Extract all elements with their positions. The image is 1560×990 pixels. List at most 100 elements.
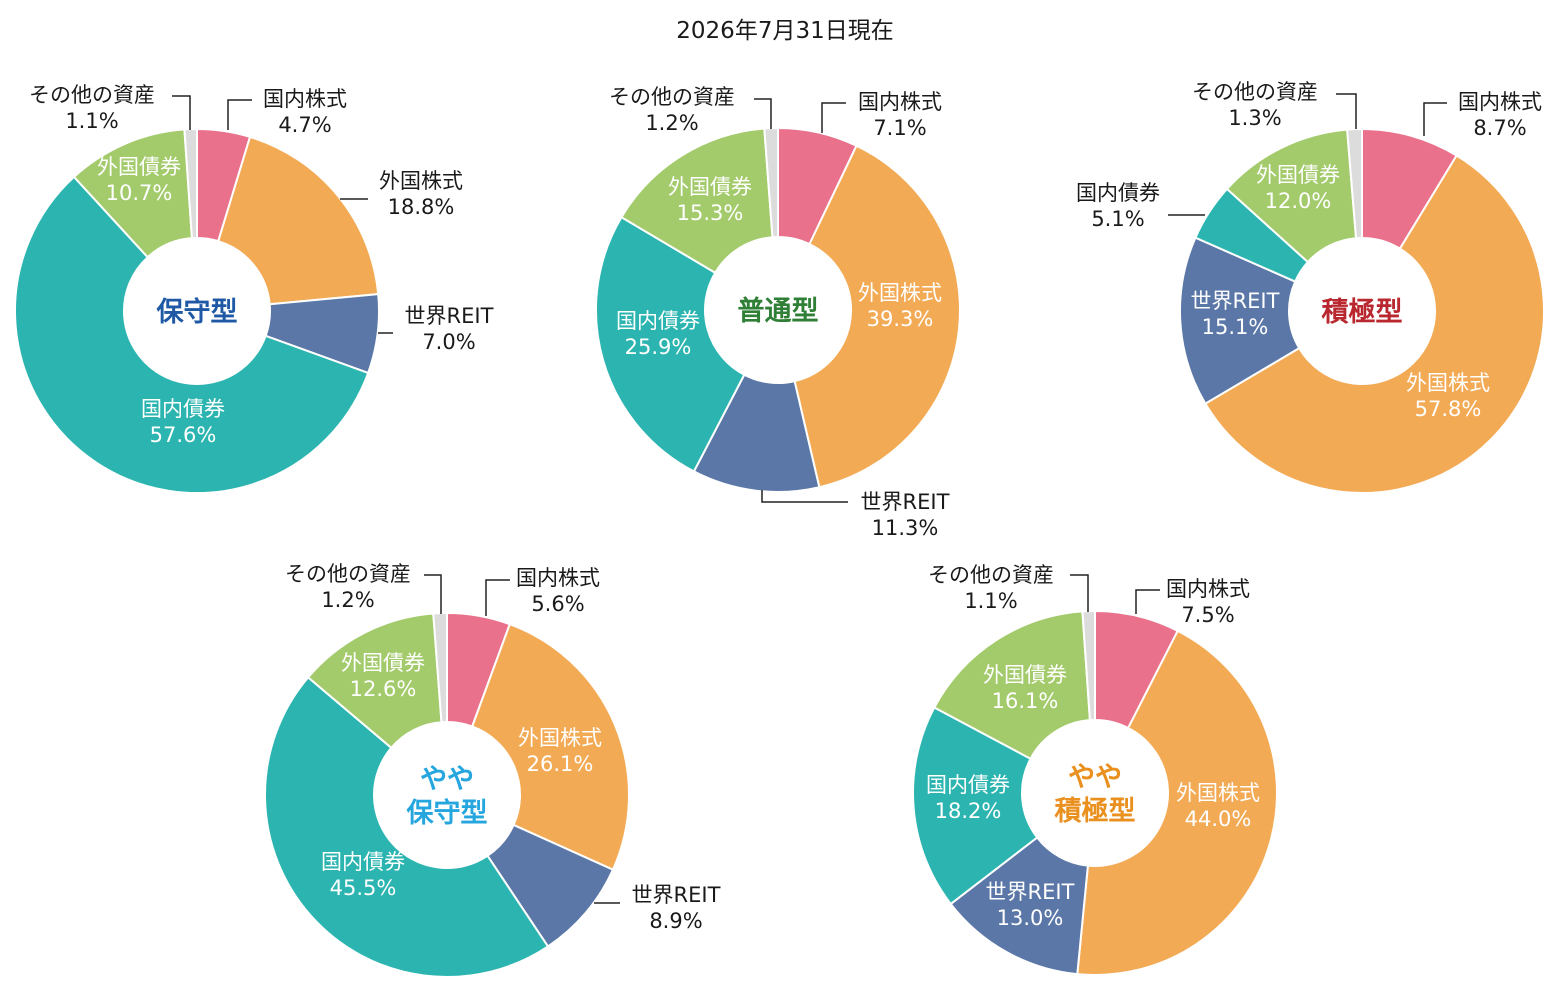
slice-other-assets [1081,609,1096,722]
slice-label: 世界REIT [861,490,950,514]
slice-foreign-stock [1076,629,1278,976]
slice-value: 57.8% [1415,397,1482,421]
charts-group: 国内株式4.7%外国株式18.8%世界REIT7.0%国内債券57.6%外国債券… [14,80,1545,978]
slice-label: 外国株式 [1406,371,1490,395]
leader-line [1336,93,1357,129]
slice-global-reit [1179,236,1301,406]
slice-domestic-bond [264,675,550,978]
slice-value: 12.0% [1265,189,1332,213]
center-label: 保守型 [406,797,488,829]
slice-foreign-stock [470,622,630,872]
slice-other-assets [183,127,198,240]
slice-label: 国内株式 [1458,90,1542,114]
slice-label: その他の資産 [29,83,155,107]
slice-label: 外国債券 [341,651,425,675]
slice-value: 13.0% [997,906,1064,930]
slice-value: 1.3% [1228,106,1281,130]
slice-value: 18.2% [935,799,1002,823]
slice-value: 8.7% [1473,116,1526,140]
slice-value: 12.6% [350,677,417,701]
date-label: 2026年7月31日現在 [676,18,893,44]
leader-line [485,579,510,616]
slice-other-assets [432,611,448,724]
slice-value: 10.7% [106,181,173,205]
leader-line [1135,589,1160,614]
slice-value: 7.0% [422,330,475,354]
slice-value: 25.9% [625,335,692,359]
slice-label: その他の資産 [609,85,735,109]
slice-label: その他の資産 [285,562,411,586]
slice-value: 5.6% [531,592,584,616]
slice-label: 世界REIT [632,883,721,907]
slice-label: 国内債券 [926,773,1010,797]
leader-line [1423,102,1447,136]
slice-label: 世界REIT [1191,289,1280,313]
slice-value: 1.1% [964,589,1017,613]
slice-value: 57.6% [150,423,217,447]
slice-value: 26.1% [527,752,594,776]
slice-value: 15.3% [677,201,744,225]
slice-value: 7.1% [873,116,926,140]
slice-label: 国内債券 [321,850,405,874]
slice-value: 7.5% [1181,603,1234,627]
slice-label: 外国株式 [858,281,942,305]
slice-foreign-bond [932,610,1092,761]
slice-value: 39.3% [867,307,934,331]
slice-value: 18.8% [388,195,455,219]
slice-foreign-bond [620,127,774,275]
slice-label: 国内債券 [616,309,700,333]
slice-label: 外国債券 [1256,163,1340,187]
slice-value: 1.2% [645,111,698,135]
leader-line [761,490,848,503]
slice-value: 11.3% [872,516,939,540]
slice-domestic-bond [595,215,746,473]
center-label: やや [420,764,474,795]
center-label: 保守型 [156,296,238,328]
leader-line [172,95,191,130]
center-label: 普通型 [738,295,819,327]
slice-foreign-stock [217,135,380,306]
slice-value: 16.1% [992,689,1059,713]
leader-line [821,102,846,133]
slice-label: 国内債券 [1076,181,1160,205]
leader-line [1070,574,1089,612]
slice-value: 15.1% [1202,315,1269,339]
slice-global-reit [949,836,1089,976]
slice-label: 世界REIT [986,880,1075,904]
slice-label: 世界REIT [405,304,494,328]
slice-label: 外国債券 [668,175,752,199]
slice-value: 4.7% [278,113,331,137]
slice-foreign-bond [1225,128,1358,264]
slice-label: 国内株式 [1166,577,1250,601]
slice-value: 8.9% [649,909,702,933]
slice-label: 国内株式 [516,566,600,590]
slice-other-assets [1346,127,1363,240]
slice-foreign-stock [793,144,961,489]
center-label: やや [1068,762,1122,793]
leader-line [227,99,252,130]
slice-value: 44.0% [1185,807,1252,831]
slice-other-assets [763,126,779,239]
leader-line [424,574,442,614]
slice-domestic-bond [14,175,370,494]
center-label: 積極型 [1322,297,1403,328]
slice-label: 外国株式 [518,726,602,750]
slice-domestic-bond [912,706,1039,906]
slice-value: 1.2% [321,588,374,612]
slice-value: 1.1% [65,109,118,133]
slice-label: 外国株式 [1176,781,1260,805]
slice-label: 外国債券 [97,155,181,179]
slice-label: 国内株式 [858,90,942,114]
slice-label: 国内債券 [141,397,225,421]
slice-label: その他の資産 [928,563,1054,587]
slice-value: 5.1% [1091,207,1144,231]
leader-line [754,98,772,129]
slice-label: 外国債券 [983,663,1067,687]
slice-foreign-stock [1203,154,1545,494]
